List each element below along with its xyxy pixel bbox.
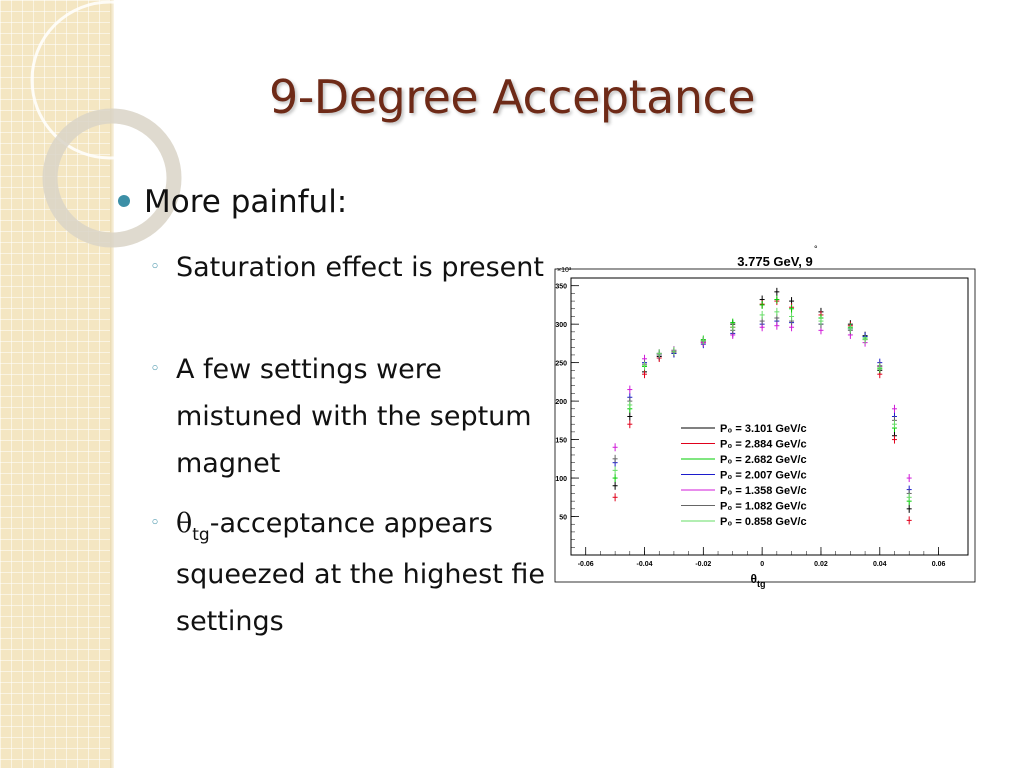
sub-bullet-3: ◦ θtg-acceptance appears squeezed at the… bbox=[150, 500, 570, 645]
sidebar-pattern bbox=[0, 0, 114, 768]
data-point bbox=[627, 412, 633, 421]
data-point bbox=[891, 420, 897, 429]
legend-label: P₀ = 1.358 GeV/c bbox=[720, 485, 807, 497]
data-point bbox=[789, 312, 795, 321]
data-point bbox=[671, 347, 677, 356]
data-point bbox=[612, 493, 618, 502]
legend-label: P₀ = 2.884 GeV/c bbox=[720, 439, 807, 451]
y-tick-label: 300 bbox=[555, 322, 567, 329]
data-point bbox=[906, 493, 912, 502]
circle-bullet-icon: ◦ bbox=[150, 359, 161, 379]
acceptance-chart: 3.775 GeV, 9 ° ×10³ -0.06 -0.04 -0.02 0 0.02… bbox=[545, 238, 980, 590]
data-point bbox=[877, 363, 883, 372]
bullet-dot-icon bbox=[118, 194, 130, 207]
data-point bbox=[612, 474, 618, 483]
sub-bullet-text: A few settings were mistuned with the se… bbox=[176, 354, 532, 479]
x-axis-subscript: tg bbox=[757, 579, 766, 589]
y-tick-label: 200 bbox=[555, 399, 567, 406]
data-point bbox=[700, 336, 706, 345]
chart-canvas-frame bbox=[554, 268, 976, 583]
x-tick-label: 0.04 bbox=[873, 561, 887, 568]
data-point bbox=[891, 435, 897, 444]
slide-title: 9-Degree Acceptance bbox=[268, 70, 756, 124]
legend-label: P₀ = 1.082 GeV/c bbox=[720, 501, 807, 513]
x-tick-label: 0.02 bbox=[814, 561, 828, 568]
data-points bbox=[612, 287, 912, 525]
data-point bbox=[612, 443, 618, 452]
x-axis-symbol: θ bbox=[751, 572, 758, 586]
main-bullet-text: More painful: bbox=[144, 184, 348, 220]
data-point bbox=[774, 295, 780, 304]
chart-background bbox=[545, 238, 980, 590]
data-point bbox=[642, 370, 648, 379]
y-tick-label: 100 bbox=[555, 476, 567, 483]
data-point bbox=[612, 466, 618, 475]
data-point bbox=[656, 349, 662, 358]
decorative-circles bbox=[30, 0, 190, 248]
y-tick-label: 250 bbox=[555, 361, 567, 368]
legend-label: P₀ = 0.858 GeV/c bbox=[720, 516, 807, 528]
circle-bullet-icon: ◦ bbox=[150, 257, 161, 277]
data-point bbox=[759, 300, 765, 309]
data-point bbox=[627, 420, 633, 429]
circle-bullet-icon: ◦ bbox=[150, 513, 161, 533]
x-tick-label: -0.02 bbox=[695, 561, 711, 568]
data-point bbox=[759, 310, 765, 319]
data-point bbox=[612, 454, 618, 463]
data-point bbox=[891, 404, 897, 413]
x-tick-label: -0.06 bbox=[578, 561, 594, 568]
data-point bbox=[906, 504, 912, 513]
data-point bbox=[906, 516, 912, 525]
deco-circle-large bbox=[30, 0, 190, 160]
main-bullet: More painful: bbox=[118, 184, 347, 220]
data-point bbox=[730, 323, 736, 332]
x-tick-label: 0 bbox=[760, 561, 764, 568]
data-point bbox=[847, 324, 853, 333]
y-tick-label: 350 bbox=[555, 284, 567, 291]
sub-bullet-1: ◦ Saturation effect is present bbox=[150, 244, 560, 291]
sub-bullet-3-body: -acceptance appears squeezed at the high… bbox=[176, 508, 570, 637]
data-point bbox=[774, 287, 780, 296]
data-point bbox=[774, 307, 780, 316]
y-tick-label: 50 bbox=[559, 515, 567, 522]
legend-label: P₀ = 3.101 GeV/c bbox=[720, 423, 807, 435]
sub-bullet-text: θtg-acceptance appears squeezed at the h… bbox=[176, 500, 570, 645]
chart-legend: P₀ = 3.101 GeV/c P₀ = 2.884 GeV/c P₀ = 2.6… bbox=[681, 423, 807, 528]
y-tick-label: 150 bbox=[555, 438, 567, 445]
data-point bbox=[612, 481, 618, 490]
x-tick-label: -0.04 bbox=[637, 561, 653, 568]
x-axis-label: θtg bbox=[751, 572, 766, 589]
data-point bbox=[627, 385, 633, 394]
data-point bbox=[774, 321, 780, 330]
data-point bbox=[642, 361, 648, 370]
sidebar-edge bbox=[110, 0, 114, 768]
data-point bbox=[789, 304, 795, 313]
theta-subscript: tg bbox=[192, 525, 210, 545]
chart-title-degree: ° bbox=[814, 244, 818, 254]
chart-title: 3.775 GeV, 9 bbox=[737, 254, 812, 269]
sub-bullet-text: Saturation effect is present bbox=[176, 252, 544, 283]
legend-label: P₀ = 2.007 GeV/c bbox=[720, 470, 807, 482]
data-point bbox=[818, 317, 824, 326]
data-point bbox=[627, 400, 633, 409]
theta-symbol: θ bbox=[176, 508, 193, 539]
data-point bbox=[862, 335, 868, 344]
sub-bullet-2: ◦ A few settings were mistuned with the … bbox=[150, 346, 560, 487]
data-point bbox=[906, 474, 912, 483]
y-multiplier: ×10³ bbox=[557, 267, 572, 274]
x-tick-label: 0.06 bbox=[932, 561, 946, 568]
legend-label: P₀ = 2.682 GeV/c bbox=[720, 454, 807, 466]
axis-ticks: -0.06 -0.04 -0.02 0 0.02 0.04 0.06 50 100 150 200 2… bbox=[555, 284, 945, 568]
deco-circle-ring bbox=[42, 108, 182, 248]
